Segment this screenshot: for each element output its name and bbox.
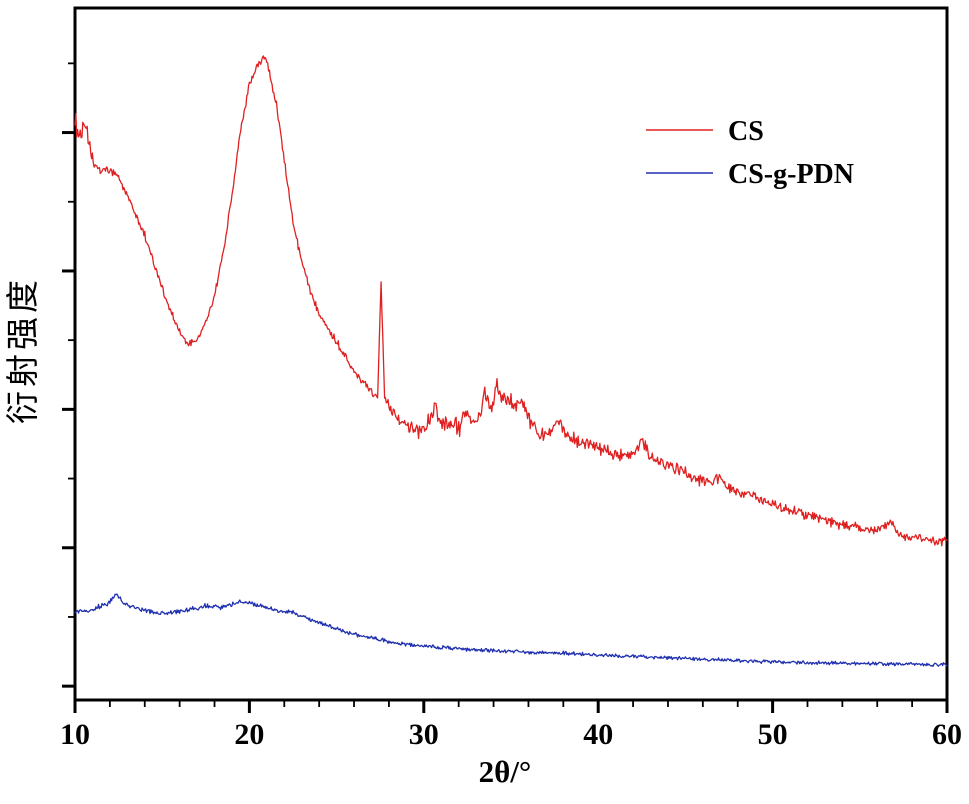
y-axis-ticks <box>62 62 75 688</box>
legend-label-cs-g-pdn: CS-g-PDN <box>728 159 854 190</box>
x-tick-label: 40 <box>583 718 613 751</box>
y-axis-title: 衍射强度 <box>5 276 42 424</box>
plot-frame <box>73 6 949 702</box>
legend: CS CS-g-PDN <box>646 116 854 190</box>
cs-curve <box>74 55 948 547</box>
x-axis-tick-labels: 10 20 30 40 50 60 <box>60 718 962 751</box>
x-axis-title: 2θ/° <box>479 754 532 789</box>
x-tick-label: 50 <box>758 718 788 751</box>
cs-g-pdn-curve <box>74 593 948 667</box>
x-tick-label: 20 <box>234 718 264 751</box>
x-tick-label: 10 <box>60 718 90 751</box>
x-tick-label: 30 <box>409 718 439 751</box>
x-axis-ticks <box>73 700 949 713</box>
legend-label-cs: CS <box>728 116 764 147</box>
x-tick-label: 60 <box>932 718 962 751</box>
